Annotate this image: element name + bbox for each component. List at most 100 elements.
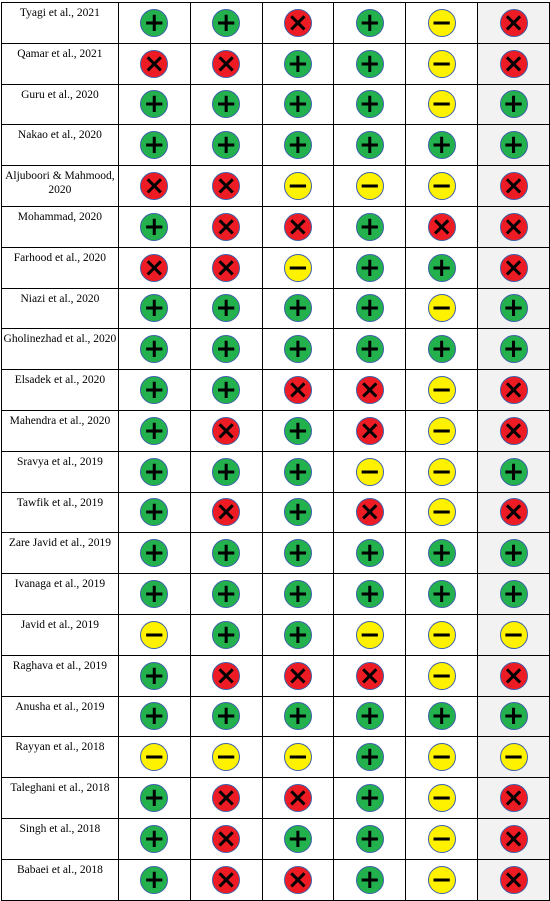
rating-icon: + [283,294,312,323]
rating-icon: − [427,865,456,894]
rating-cell: × [477,369,550,411]
rating-cell: + [261,42,335,85]
table-row: Qamar et al., 2021 × × + + − × [1,42,550,85]
table-row: Gholinezhad et al., 2020 + + + + + + [1,328,550,371]
rating-cell: − [405,654,479,697]
rating-icon: × [212,824,241,853]
rating-icon: × [212,865,241,894]
rating-cell: + [333,573,407,615]
rating-cell: + [333,124,407,167]
rating-icon: + [140,784,169,813]
rating-icon: × [140,253,169,282]
rating-icon: + [140,294,169,323]
rating-icon: − [427,90,456,119]
study-label: Nakao et al., 2020 [1,124,119,167]
table-row: Babaei et al., 2018 + × × + − × [1,858,550,901]
rating-cell: × [477,858,550,901]
rating-cell: + [333,246,407,289]
rating-icon: + [499,702,528,731]
rating-icon: + [140,212,169,241]
rating-cell: + [189,695,263,738]
rating-cell: + [117,369,191,411]
rating-cell: × [117,42,191,85]
rating-icon: + [355,539,384,568]
rating-icon: + [140,8,169,37]
rating-cell: − [405,858,479,901]
study-label: Tyagi et al., 2021 [1,2,119,44]
rating-cell: + [477,287,550,330]
rating-icon: + [283,539,312,568]
rating-cell: + [477,695,550,738]
rating-icon: + [499,335,528,364]
rating-cell: + [189,83,263,126]
rating-icon: − [140,620,169,649]
rating-icon: + [355,131,384,160]
rating-cell: + [117,777,191,819]
rating-icon: + [283,457,312,486]
study-label: Aljuboori & Mahmood, 2020 [1,165,119,207]
rating-icon: + [499,539,528,568]
rating-cell: + [189,287,263,330]
rating-cell: + [117,287,191,330]
rating-icon: + [283,90,312,119]
rating-cell: + [117,205,191,248]
rating-icon: × [427,212,456,241]
rating-icon: + [355,865,384,894]
rating-icon: + [355,743,384,772]
rating-cell: + [117,532,191,575]
rating-cell: + [189,532,263,575]
rating-icon: × [212,416,241,445]
study-label: Niazi et al., 2020 [1,287,119,330]
rating-cell: + [189,450,263,493]
rating-icon: + [283,824,312,853]
rating-icon: + [140,335,169,364]
rating-icon: − [355,620,384,649]
rating-icon: × [283,376,312,405]
rating-cell: + [117,858,191,901]
rating-cell: + [117,2,191,44]
rating-cell: + [261,124,335,167]
rating-cell: + [117,491,191,534]
rating-icon: + [355,253,384,282]
rating-icon: + [283,702,312,731]
rating-cell: + [261,573,335,615]
rating-icon: + [212,90,241,119]
rating-icon: + [140,498,169,527]
rating-icon: + [499,294,528,323]
rating-icon: + [140,824,169,853]
rating-icon: + [355,702,384,731]
table-row: Mahendra et al., 2020 + × + × − × [1,409,550,452]
rating-cell: + [333,205,407,248]
rating-icon: + [140,90,169,119]
rating-icon: − [283,172,312,201]
rating-icon: + [212,294,241,323]
rating-cell: + [117,450,191,493]
rating-icon: − [140,743,169,772]
rating-cell: × [261,369,335,411]
rating-icon: + [212,457,241,486]
rating-icon: × [212,661,241,690]
study-label: Sravya et al., 2019 [1,450,119,493]
rating-cell: + [261,532,335,575]
rating-cell: − [405,491,479,534]
rating-icon: + [140,702,169,731]
study-label: Gholinezhad et al., 2020 [1,328,119,371]
rating-cell: − [189,736,263,779]
table-row: Javid et al., 2019− + + − − − [1,613,550,656]
rating-cell: + [117,573,191,615]
rating-icon: × [499,784,528,813]
rating-cell: + [477,328,550,371]
rating-cell: − [261,736,335,779]
rating-cell: × [189,858,263,901]
rating-cell: + [333,695,407,738]
rating-cell: + [117,124,191,167]
rating-icon: × [499,253,528,282]
rating-cell: + [189,573,263,615]
table-row: Niazi et al., 2020 + + + + − + [1,287,550,330]
study-label: Ivanaga et al., 2019 [1,573,119,615]
rating-cell: + [405,328,479,371]
rating-icon: − [427,294,456,323]
rating-icon: × [283,661,312,690]
rating-cell: − [405,450,479,493]
rating-icon: + [212,539,241,568]
